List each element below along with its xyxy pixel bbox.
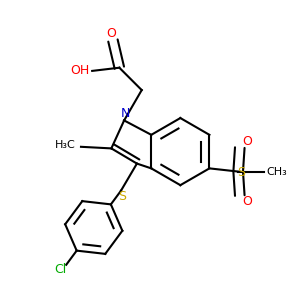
Text: Cl: Cl bbox=[54, 263, 67, 276]
Text: S: S bbox=[118, 190, 127, 203]
Text: O: O bbox=[106, 27, 116, 40]
Text: O: O bbox=[242, 135, 252, 148]
Text: CH₃: CH₃ bbox=[266, 167, 287, 177]
Text: S: S bbox=[237, 166, 245, 179]
Text: OH: OH bbox=[70, 64, 90, 77]
Text: N: N bbox=[121, 107, 130, 120]
Text: O: O bbox=[242, 195, 252, 208]
Text: H₃C: H₃C bbox=[55, 140, 75, 150]
